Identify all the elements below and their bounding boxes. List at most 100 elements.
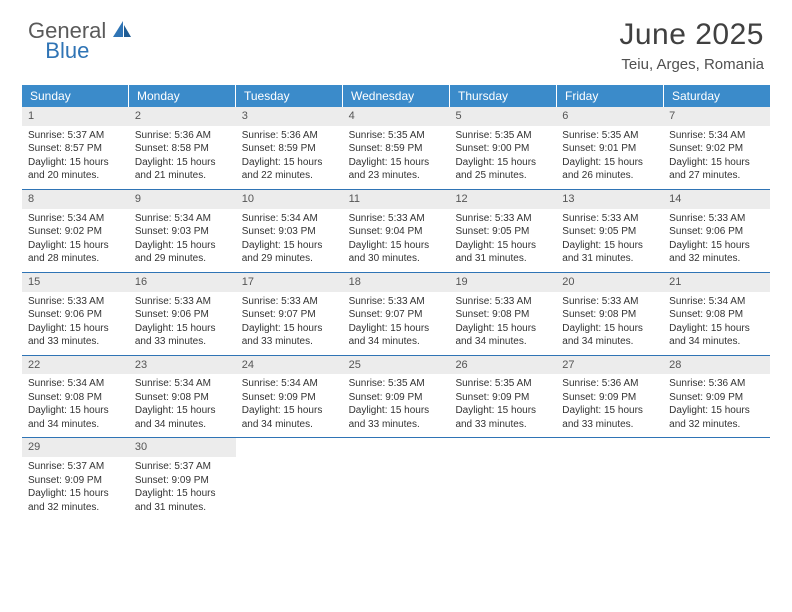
daylight-line2: and 31 minutes. bbox=[562, 252, 657, 266]
daylight-line1: Daylight: 15 hours bbox=[28, 487, 123, 501]
sunset: Sunset: 9:09 PM bbox=[28, 474, 123, 488]
daylight-line1: Daylight: 15 hours bbox=[562, 322, 657, 336]
day-body: Sunrise: 5:37 AMSunset: 8:57 PMDaylight:… bbox=[22, 126, 129, 189]
day-body: Sunrise: 5:34 AMSunset: 9:02 PMDaylight:… bbox=[663, 126, 770, 189]
day-number: 25 bbox=[343, 356, 450, 375]
day-cell: 14Sunrise: 5:33 AMSunset: 9:06 PMDayligh… bbox=[663, 190, 770, 272]
day-cell: 12Sunrise: 5:33 AMSunset: 9:05 PMDayligh… bbox=[449, 190, 556, 272]
sunrise: Sunrise: 5:34 AM bbox=[242, 377, 337, 391]
day-cell bbox=[663, 438, 770, 520]
sunrise: Sunrise: 5:33 AM bbox=[455, 212, 550, 226]
sunset: Sunset: 9:09 PM bbox=[562, 391, 657, 405]
day-body: Sunrise: 5:33 AMSunset: 9:08 PMDaylight:… bbox=[449, 292, 556, 355]
sunrise: Sunrise: 5:34 AM bbox=[28, 377, 123, 391]
day-cell bbox=[449, 438, 556, 520]
sunrise: Sunrise: 5:33 AM bbox=[455, 295, 550, 309]
day-body: Sunrise: 5:33 AMSunset: 9:07 PMDaylight:… bbox=[236, 292, 343, 355]
dow-friday: Friday bbox=[557, 85, 664, 107]
day-body: Sunrise: 5:34 AMSunset: 9:08 PMDaylight:… bbox=[663, 292, 770, 355]
day-number: 22 bbox=[22, 356, 129, 375]
day-cell: 6Sunrise: 5:35 AMSunset: 9:01 PMDaylight… bbox=[556, 107, 663, 189]
location: Teiu, Arges, Romania bbox=[619, 56, 764, 73]
sunset: Sunset: 9:07 PM bbox=[349, 308, 444, 322]
sunrise: Sunrise: 5:34 AM bbox=[669, 295, 764, 309]
sunrise: Sunrise: 5:35 AM bbox=[349, 377, 444, 391]
day-body: Sunrise: 5:33 AMSunset: 9:08 PMDaylight:… bbox=[556, 292, 663, 355]
day-body: Sunrise: 5:33 AMSunset: 9:06 PMDaylight:… bbox=[129, 292, 236, 355]
sunset: Sunset: 9:08 PM bbox=[562, 308, 657, 322]
day-number: 14 bbox=[663, 190, 770, 209]
day-number: 19 bbox=[449, 273, 556, 292]
sunset: Sunset: 9:02 PM bbox=[28, 225, 123, 239]
day-number: 7 bbox=[663, 107, 770, 126]
daylight-line1: Daylight: 15 hours bbox=[28, 156, 123, 170]
day-cell: 7Sunrise: 5:34 AMSunset: 9:02 PMDaylight… bbox=[663, 107, 770, 189]
day-cell: 10Sunrise: 5:34 AMSunset: 9:03 PMDayligh… bbox=[236, 190, 343, 272]
day-cell: 19Sunrise: 5:33 AMSunset: 9:08 PMDayligh… bbox=[449, 273, 556, 355]
day-body: Sunrise: 5:35 AMSunset: 9:01 PMDaylight:… bbox=[556, 126, 663, 189]
daylight-line2: and 33 minutes. bbox=[562, 418, 657, 432]
sunset: Sunset: 9:08 PM bbox=[28, 391, 123, 405]
day-body: Sunrise: 5:37 AMSunset: 9:09 PMDaylight:… bbox=[129, 457, 236, 520]
sunrise: Sunrise: 5:33 AM bbox=[349, 212, 444, 226]
day-cell: 4Sunrise: 5:35 AMSunset: 8:59 PMDaylight… bbox=[343, 107, 450, 189]
daylight-line1: Daylight: 15 hours bbox=[28, 404, 123, 418]
daylight-line1: Daylight: 15 hours bbox=[242, 404, 337, 418]
day-cell bbox=[343, 438, 450, 520]
sunset: Sunset: 9:05 PM bbox=[455, 225, 550, 239]
month-title: June 2025 bbox=[619, 18, 764, 52]
week-row: 29Sunrise: 5:37 AMSunset: 9:09 PMDayligh… bbox=[22, 438, 770, 520]
daylight-line2: and 33 minutes. bbox=[242, 335, 337, 349]
daylight-line1: Daylight: 15 hours bbox=[455, 322, 550, 336]
sunrise: Sunrise: 5:34 AM bbox=[28, 212, 123, 226]
day-body: Sunrise: 5:33 AMSunset: 9:07 PMDaylight:… bbox=[343, 292, 450, 355]
daylight-line2: and 34 minutes. bbox=[135, 418, 230, 432]
day-body: Sunrise: 5:35 AMSunset: 9:00 PMDaylight:… bbox=[449, 126, 556, 189]
day-number: 27 bbox=[556, 356, 663, 375]
day-body: Sunrise: 5:34 AMSunset: 9:02 PMDaylight:… bbox=[22, 209, 129, 272]
daylight-line1: Daylight: 15 hours bbox=[242, 239, 337, 253]
dow-wednesday: Wednesday bbox=[343, 85, 450, 107]
day-cell: 1Sunrise: 5:37 AMSunset: 8:57 PMDaylight… bbox=[22, 107, 129, 189]
logo-text-blue: Blue bbox=[45, 38, 89, 64]
day-cell: 15Sunrise: 5:33 AMSunset: 9:06 PMDayligh… bbox=[22, 273, 129, 355]
daylight-line1: Daylight: 15 hours bbox=[135, 239, 230, 253]
day-number: 9 bbox=[129, 190, 236, 209]
sunset: Sunset: 9:09 PM bbox=[242, 391, 337, 405]
sunset: Sunset: 9:08 PM bbox=[669, 308, 764, 322]
day-body: Sunrise: 5:34 AMSunset: 9:09 PMDaylight:… bbox=[236, 374, 343, 437]
daylight-line1: Daylight: 15 hours bbox=[28, 322, 123, 336]
daylight-line1: Daylight: 15 hours bbox=[349, 239, 444, 253]
sunrise: Sunrise: 5:35 AM bbox=[562, 129, 657, 143]
sunset: Sunset: 9:02 PM bbox=[669, 142, 764, 156]
logo: General Blue bbox=[28, 18, 183, 44]
sunset: Sunset: 9:06 PM bbox=[28, 308, 123, 322]
day-cell: 11Sunrise: 5:33 AMSunset: 9:04 PMDayligh… bbox=[343, 190, 450, 272]
day-number: 16 bbox=[129, 273, 236, 292]
day-body: Sunrise: 5:35 AMSunset: 9:09 PMDaylight:… bbox=[343, 374, 450, 437]
day-number: 12 bbox=[449, 190, 556, 209]
sunset: Sunset: 9:08 PM bbox=[455, 308, 550, 322]
week-row: 22Sunrise: 5:34 AMSunset: 9:08 PMDayligh… bbox=[22, 356, 770, 439]
day-body: Sunrise: 5:34 AMSunset: 9:03 PMDaylight:… bbox=[236, 209, 343, 272]
day-body: Sunrise: 5:33 AMSunset: 9:04 PMDaylight:… bbox=[343, 209, 450, 272]
sunset: Sunset: 9:06 PM bbox=[669, 225, 764, 239]
daylight-line2: and 22 minutes. bbox=[242, 169, 337, 183]
day-body: Sunrise: 5:33 AMSunset: 9:05 PMDaylight:… bbox=[449, 209, 556, 272]
week-row: 8Sunrise: 5:34 AMSunset: 9:02 PMDaylight… bbox=[22, 190, 770, 273]
sunset: Sunset: 8:59 PM bbox=[242, 142, 337, 156]
sunrise: Sunrise: 5:33 AM bbox=[562, 295, 657, 309]
daylight-line1: Daylight: 15 hours bbox=[669, 322, 764, 336]
sunrise: Sunrise: 5:33 AM bbox=[349, 295, 444, 309]
sunset: Sunset: 9:00 PM bbox=[455, 142, 550, 156]
sunset: Sunset: 9:03 PM bbox=[135, 225, 230, 239]
day-cell: 27Sunrise: 5:36 AMSunset: 9:09 PMDayligh… bbox=[556, 356, 663, 438]
day-cell: 18Sunrise: 5:33 AMSunset: 9:07 PMDayligh… bbox=[343, 273, 450, 355]
day-cell: 24Sunrise: 5:34 AMSunset: 9:09 PMDayligh… bbox=[236, 356, 343, 438]
daylight-line1: Daylight: 15 hours bbox=[28, 239, 123, 253]
sunrise: Sunrise: 5:37 AM bbox=[135, 460, 230, 474]
daylight-line1: Daylight: 15 hours bbox=[135, 322, 230, 336]
daylight-line1: Daylight: 15 hours bbox=[349, 322, 444, 336]
sunset: Sunset: 8:59 PM bbox=[349, 142, 444, 156]
sunset: Sunset: 9:05 PM bbox=[562, 225, 657, 239]
